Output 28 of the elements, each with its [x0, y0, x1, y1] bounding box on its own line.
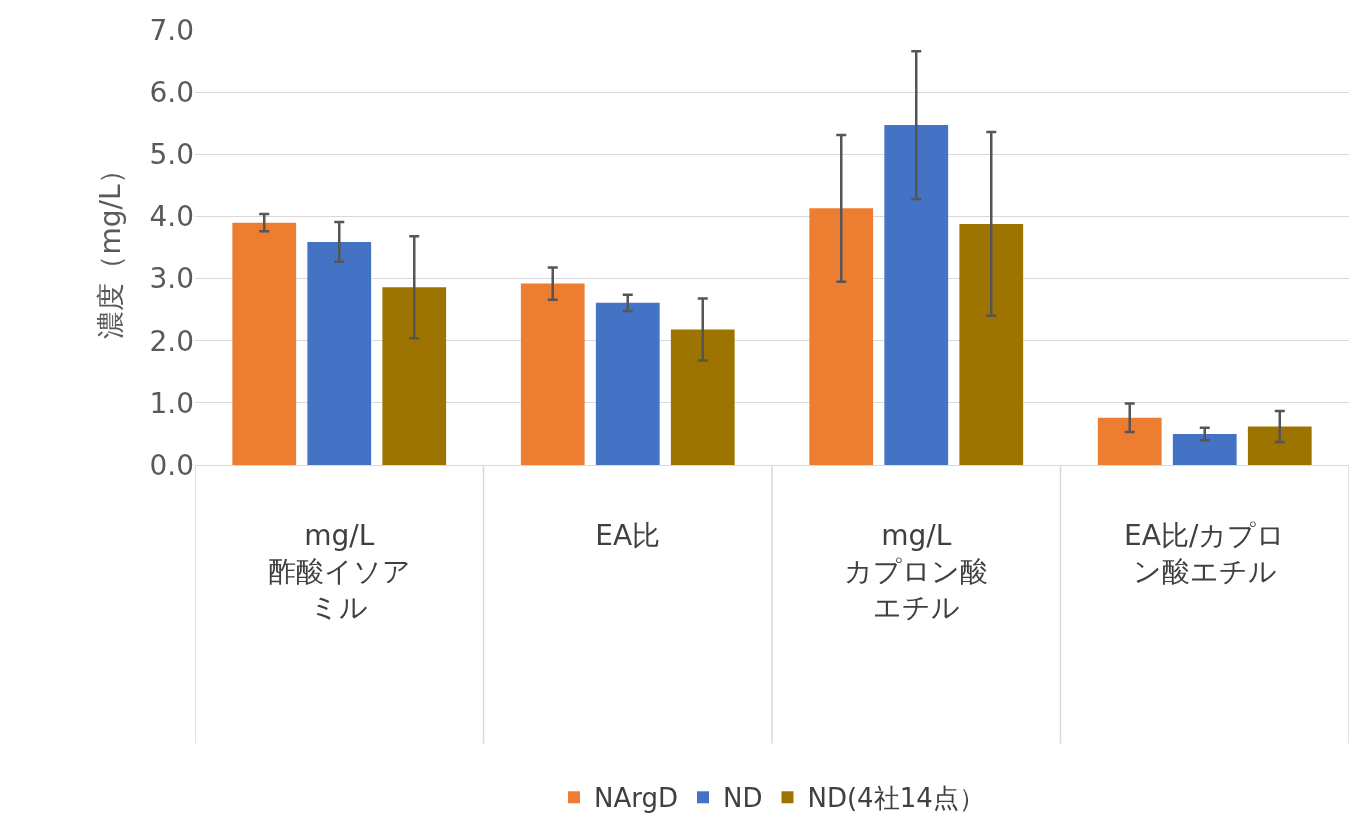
- bar: [595, 302, 660, 465]
- bar: [1097, 417, 1162, 465]
- y-tick-label: 5.0: [149, 138, 194, 172]
- bar: [670, 329, 735, 465]
- legend-label: ND(4社14点）: [807, 783, 985, 814]
- bar: [307, 241, 372, 465]
- bar: [232, 222, 297, 465]
- bar: [959, 223, 1024, 465]
- bar: [809, 208, 874, 465]
- y-axis-title: 濃度（mg/L）: [94, 156, 128, 339]
- bar: [520, 283, 585, 465]
- bar: [1172, 433, 1237, 465]
- y-tick-label: 3.0: [149, 262, 194, 296]
- bar: [382, 287, 447, 465]
- legend-label: NArgD: [594, 783, 678, 814]
- y-tick-label: 1.0: [149, 386, 194, 420]
- y-tick-label: 7.0: [149, 13, 194, 47]
- legend-label: ND: [723, 783, 763, 814]
- x-tick-label: EA比: [595, 518, 661, 552]
- y-tick-label: 0.0: [149, 448, 194, 482]
- x-tick-label: mg/L 酢酸イソアミル: [267, 518, 411, 625]
- y-tick-label: 6.0: [149, 75, 194, 109]
- x-tick-label: mg/L カプロン酸エチル: [844, 518, 989, 625]
- x-tick-label: EA比/カプロン酸エチル: [1124, 518, 1286, 588]
- bar: [884, 125, 949, 465]
- bar: [1247, 426, 1312, 465]
- y-tick-label: 4.0: [149, 200, 194, 234]
- y-tick-label: 2.0: [149, 324, 194, 358]
